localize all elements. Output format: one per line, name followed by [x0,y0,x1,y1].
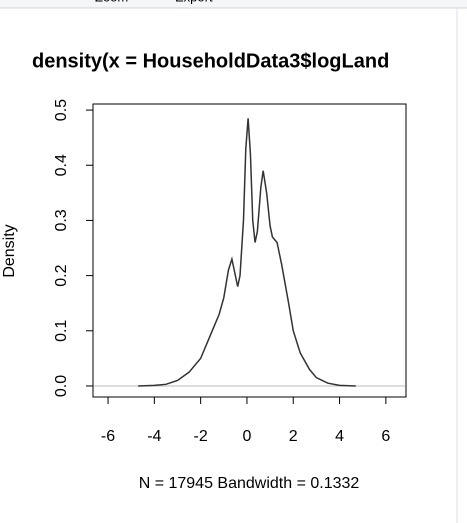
x-tick-label: 0 [243,428,252,445]
y-axis-label: Density [1,224,18,277]
y-tick-label: 0.2 [53,264,70,286]
x-axis-label: N = 17945 Bandwidth = 0.1332 [139,475,360,492]
zoom-button[interactable]: Zoom [95,0,128,4]
chart-title: density(x = HouseholdData3$logLand [32,50,389,72]
y-tick-label: 0.1 [53,320,70,342]
plot-box [92,103,407,398]
x-tick-label: 4 [335,428,344,445]
y-tick-label: 0.3 [53,209,70,231]
x-tick-label: -6 [101,428,115,445]
x-tick-label: 2 [289,428,298,445]
x-tick-label: -2 [194,428,208,445]
y-tick-label: 0.4 [53,154,70,176]
export-button[interactable]: Export [175,0,213,4]
density-line [138,118,356,387]
x-tick-label: 6 [381,428,390,445]
y-tick-label: 0.0 [53,375,70,397]
toolbar [0,0,467,8]
x-tick-label: -4 [147,428,161,445]
y-tick-label: 0.5 [53,99,70,121]
